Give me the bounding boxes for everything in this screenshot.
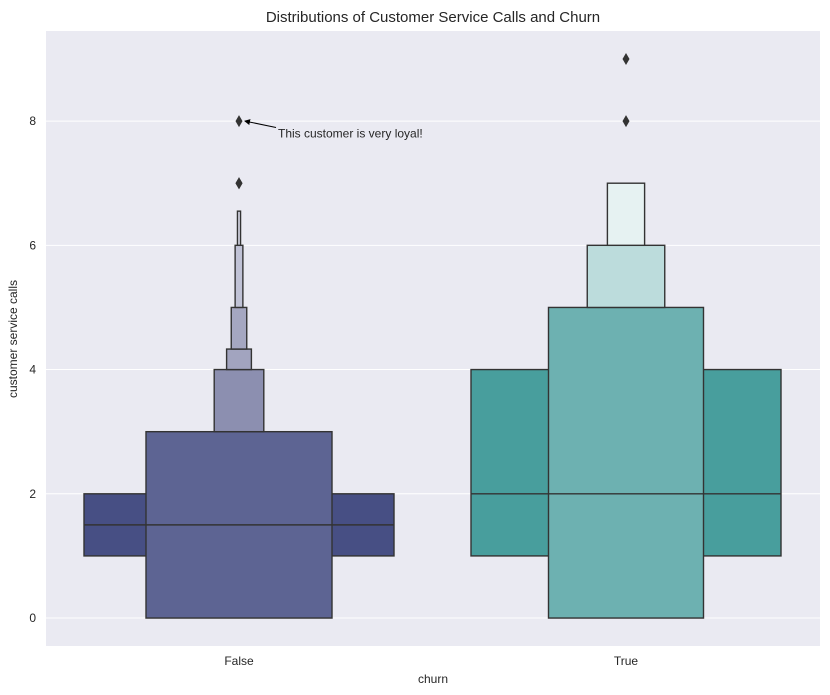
- boxen-box: [230, 306, 248, 350]
- x-tick-label: False: [224, 654, 254, 668]
- boxen-box: [547, 306, 705, 619]
- y-tick-label: 8: [29, 114, 36, 128]
- x-tick-label: True: [614, 654, 639, 668]
- outlier-points: [235, 52, 630, 190]
- y-tick-labels: 0 2 4 6 8: [29, 114, 36, 625]
- outlier-point: [235, 115, 243, 128]
- y-tick-label: 4: [29, 363, 36, 377]
- chart-title: Distributions of Customer Service Calls …: [266, 9, 600, 26]
- boxen-box: [225, 348, 253, 371]
- boxen-box: [236, 210, 242, 247]
- annotation: This customer is very loyal!: [244, 119, 423, 141]
- annotation-arrow: [244, 119, 277, 128]
- boxen-group: [83, 210, 395, 619]
- y-tick-label: 6: [29, 238, 36, 252]
- outlier-point: [235, 177, 243, 190]
- outlier-point: [622, 52, 630, 65]
- boxen-box: [213, 368, 265, 433]
- outlier-point: [622, 115, 630, 128]
- x-tick-labels: False True: [224, 654, 638, 668]
- annotation-text: This customer is very loyal!: [278, 127, 423, 141]
- y-tick-label: 0: [29, 611, 36, 625]
- boxen-group: [470, 182, 782, 619]
- boxen-box: [586, 244, 666, 309]
- boxen-box: [234, 244, 244, 309]
- y-axis-label: customer service calls: [6, 280, 20, 398]
- y-tick-label: 2: [29, 487, 36, 501]
- boxen-series: [83, 182, 782, 619]
- boxen-box: [606, 182, 646, 247]
- x-axis-label: churn: [418, 672, 448, 686]
